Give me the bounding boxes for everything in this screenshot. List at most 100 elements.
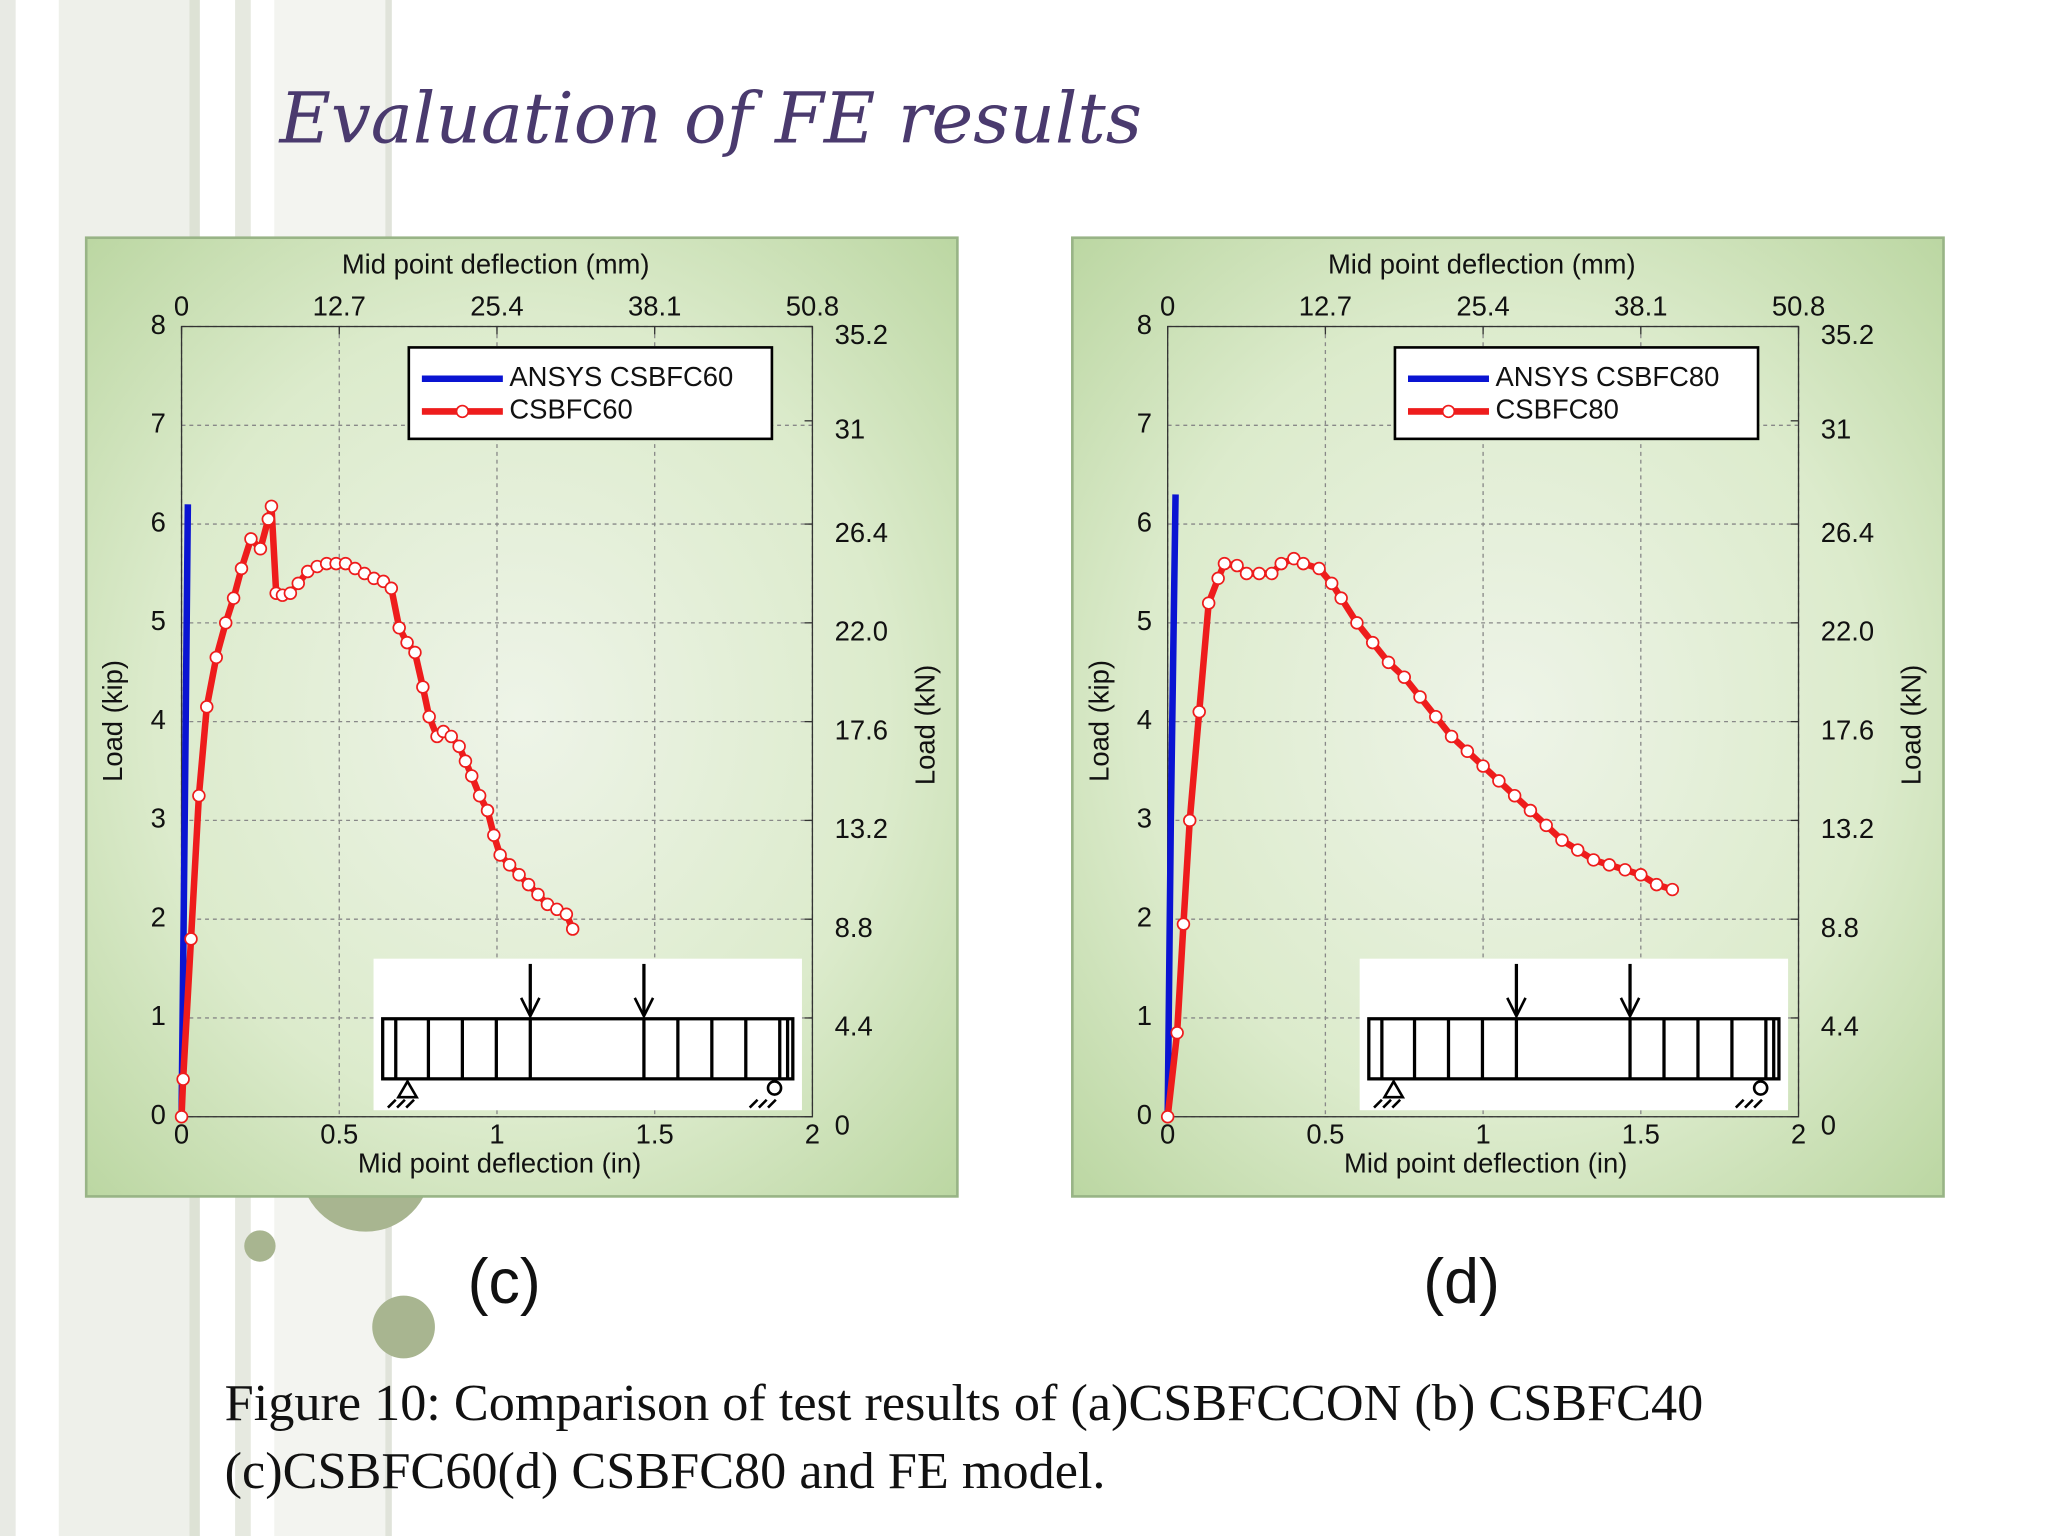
data-point bbox=[1413, 690, 1427, 704]
y-axis-label: Load (kip) bbox=[1083, 660, 1114, 782]
data-point bbox=[1312, 561, 1326, 576]
x2-tick-label: 0 bbox=[1160, 290, 1175, 321]
data-point bbox=[1334, 591, 1348, 605]
plot-border bbox=[180, 325, 814, 1118]
data-point bbox=[1211, 571, 1225, 586]
x-tick-label: 1 bbox=[1475, 1119, 1490, 1150]
data-point bbox=[200, 700, 214, 714]
beam bbox=[381, 1017, 795, 1081]
data-point bbox=[291, 576, 305, 591]
y2-tick-label: 13.2 bbox=[835, 813, 888, 844]
x2-tick-label: 0 bbox=[174, 290, 189, 321]
x-axis-label: Mid point deflection (in) bbox=[1344, 1147, 1627, 1178]
beam-inset bbox=[1359, 958, 1789, 1111]
data-point bbox=[174, 1110, 189, 1124]
data-point bbox=[1634, 868, 1648, 882]
data-point bbox=[1397, 670, 1411, 684]
support bbox=[1752, 1080, 1769, 1096]
y2-tick-label: 4.4 bbox=[835, 1011, 873, 1042]
data-point bbox=[1183, 813, 1197, 828]
legend-box bbox=[1393, 346, 1760, 441]
y2-tick-label: 17.6 bbox=[1821, 714, 1874, 745]
data-point bbox=[565, 922, 580, 936]
plot-border bbox=[1167, 325, 1800, 1118]
data-point bbox=[209, 650, 223, 665]
legend-label: CSBFC80 bbox=[1496, 394, 1619, 425]
arrow-head bbox=[1506, 997, 1527, 1020]
caption: (c)CSBFC60(d) CSBFC80 and FE model. bbox=[225, 1442, 1106, 1500]
data-point bbox=[1586, 853, 1601, 867]
data-point bbox=[452, 739, 466, 754]
data-point bbox=[1252, 566, 1266, 581]
x-tick-label: 0.5 bbox=[1306, 1119, 1344, 1150]
x-tick-label: 0.5 bbox=[320, 1119, 358, 1150]
y-tick-label: 1 bbox=[151, 1000, 166, 1031]
x2-tick-label: 25.4 bbox=[1456, 290, 1509, 321]
y-tick-label: 5 bbox=[151, 605, 166, 636]
data-point bbox=[1350, 616, 1364, 630]
data-point bbox=[1239, 566, 1254, 581]
data-point bbox=[465, 769, 479, 783]
x2-tick-label: 12.7 bbox=[1299, 290, 1352, 321]
y-axis-label: Load (kip) bbox=[97, 660, 128, 782]
y2-tick-label: 22.0 bbox=[835, 616, 888, 647]
data-point bbox=[1539, 818, 1553, 833]
data-point bbox=[234, 561, 249, 576]
support bbox=[748, 1098, 777, 1109]
legend-box bbox=[407, 346, 774, 441]
y2-axis-label: Load (kN) bbox=[1896, 665, 1927, 785]
beam-inset bbox=[373, 958, 802, 1111]
data-point bbox=[1365, 635, 1380, 650]
x2-tick-label: 38.1 bbox=[628, 290, 681, 321]
y-tick-label: 8 bbox=[151, 309, 166, 340]
y-tick-label: 8 bbox=[1137, 309, 1152, 340]
x2-tick-label: 50.8 bbox=[786, 290, 839, 321]
y-tick-label: 6 bbox=[1137, 506, 1152, 537]
data-point bbox=[1649, 877, 1664, 892]
data-point bbox=[1571, 843, 1585, 857]
data-point bbox=[1476, 759, 1490, 773]
caption: Figure 10: Comparison of test results of… bbox=[225, 1374, 1704, 1432]
y2-tick-label: 26.4 bbox=[1821, 517, 1874, 548]
data-point bbox=[1555, 833, 1569, 847]
data-point bbox=[384, 581, 399, 596]
panel-label: (d) bbox=[1423, 1247, 1500, 1317]
y-tick-label: 3 bbox=[1137, 803, 1152, 834]
data-point bbox=[1176, 917, 1191, 931]
data-point bbox=[408, 645, 422, 660]
x2-tick-label: 50.8 bbox=[1772, 290, 1825, 321]
x2-tick-label: 38.1 bbox=[1614, 290, 1667, 321]
beam bbox=[1367, 1017, 1781, 1081]
y2-tick-label: 8.8 bbox=[835, 912, 873, 943]
data-point bbox=[1602, 858, 1616, 872]
series-line bbox=[178, 504, 192, 1117]
x2-axis-label: Mid point deflection (mm) bbox=[342, 249, 650, 280]
legend-marker bbox=[455, 404, 470, 419]
data-point bbox=[472, 788, 487, 803]
data-point bbox=[1217, 556, 1232, 571]
x-tick-label: 2 bbox=[1791, 1119, 1806, 1150]
data-point bbox=[493, 848, 507, 862]
data-point bbox=[559, 907, 574, 921]
data-point bbox=[1324, 576, 1339, 591]
data-point bbox=[512, 868, 526, 882]
x-tick-label: 0 bbox=[174, 1119, 189, 1150]
x-tick-label: 2 bbox=[805, 1119, 820, 1150]
data-point bbox=[176, 1072, 190, 1086]
x-tick-label: 1.5 bbox=[636, 1119, 674, 1150]
data-point bbox=[1296, 556, 1311, 571]
data-point bbox=[521, 877, 536, 892]
data-point bbox=[1381, 655, 1396, 670]
y-tick-label: 4 bbox=[151, 704, 166, 735]
series-line bbox=[1164, 494, 1179, 1117]
y-tick-label: 7 bbox=[1137, 408, 1152, 439]
x-tick-label: 1.5 bbox=[1622, 1119, 1660, 1150]
data-point bbox=[1192, 705, 1206, 719]
support bbox=[1734, 1098, 1763, 1109]
data-point bbox=[184, 932, 198, 946]
support bbox=[766, 1080, 783, 1096]
data-point bbox=[1618, 863, 1632, 877]
data-point bbox=[1265, 566, 1279, 581]
